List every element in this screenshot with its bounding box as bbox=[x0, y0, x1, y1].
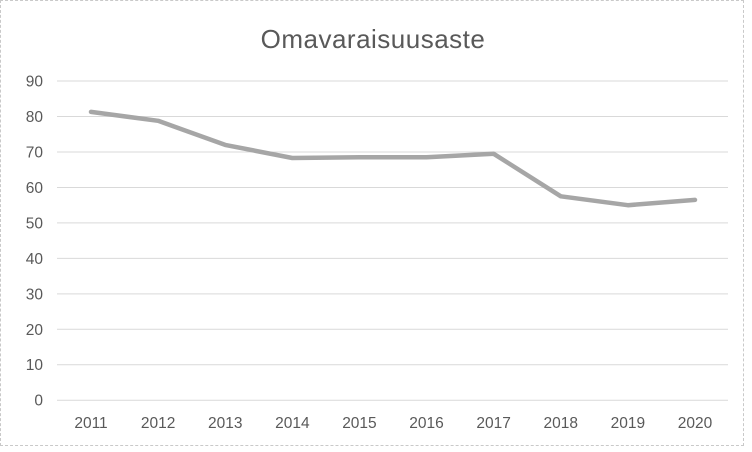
y-axis-tick-label: 50 bbox=[26, 215, 44, 232]
chart-title: Omavaraisuusaste bbox=[260, 24, 486, 54]
y-axis-tick-label: 10 bbox=[26, 357, 44, 374]
line-chart-plot: 0 10 20 30 40 50 60 70 80 90 2011 2012 2013 2014 2015 2… bbox=[26, 74, 728, 432]
x-axis-tick-label: 2019 bbox=[611, 415, 645, 432]
y-axis-tick-label: 0 bbox=[34, 393, 43, 410]
y-axis-tick-label: 70 bbox=[26, 144, 44, 161]
x-axis-tick-label: 2018 bbox=[544, 415, 578, 432]
y-axis-tick-label: 80 bbox=[26, 109, 44, 126]
y-axis-tick-label: 90 bbox=[26, 74, 44, 91]
y-axis-tick-label: 30 bbox=[26, 286, 44, 303]
x-axis-tick-label: 2012 bbox=[141, 415, 175, 432]
y-axis-tick-label: 40 bbox=[26, 251, 44, 268]
x-axis-tick-label: 2017 bbox=[476, 415, 510, 432]
x-axis-tick-label: 2013 bbox=[208, 415, 242, 432]
y-axis-tick-label: 20 bbox=[26, 322, 44, 339]
data-series-line bbox=[88, 109, 698, 208]
x-axis-tick-label: 2014 bbox=[275, 415, 310, 432]
x-axis-tick-label: 2011 bbox=[74, 415, 107, 432]
y-axis-tick-label: 60 bbox=[26, 180, 44, 197]
x-axis-tick-label: 2016 bbox=[409, 415, 443, 432]
x-axis-tick-label: 2015 bbox=[342, 415, 376, 432]
x-axis-tick-label: 2020 bbox=[678, 415, 713, 432]
chart-frame: Omavaraisuusaste 0 10 20 30 40 50 60 70 80 90 2011… bbox=[0, 0, 744, 446]
